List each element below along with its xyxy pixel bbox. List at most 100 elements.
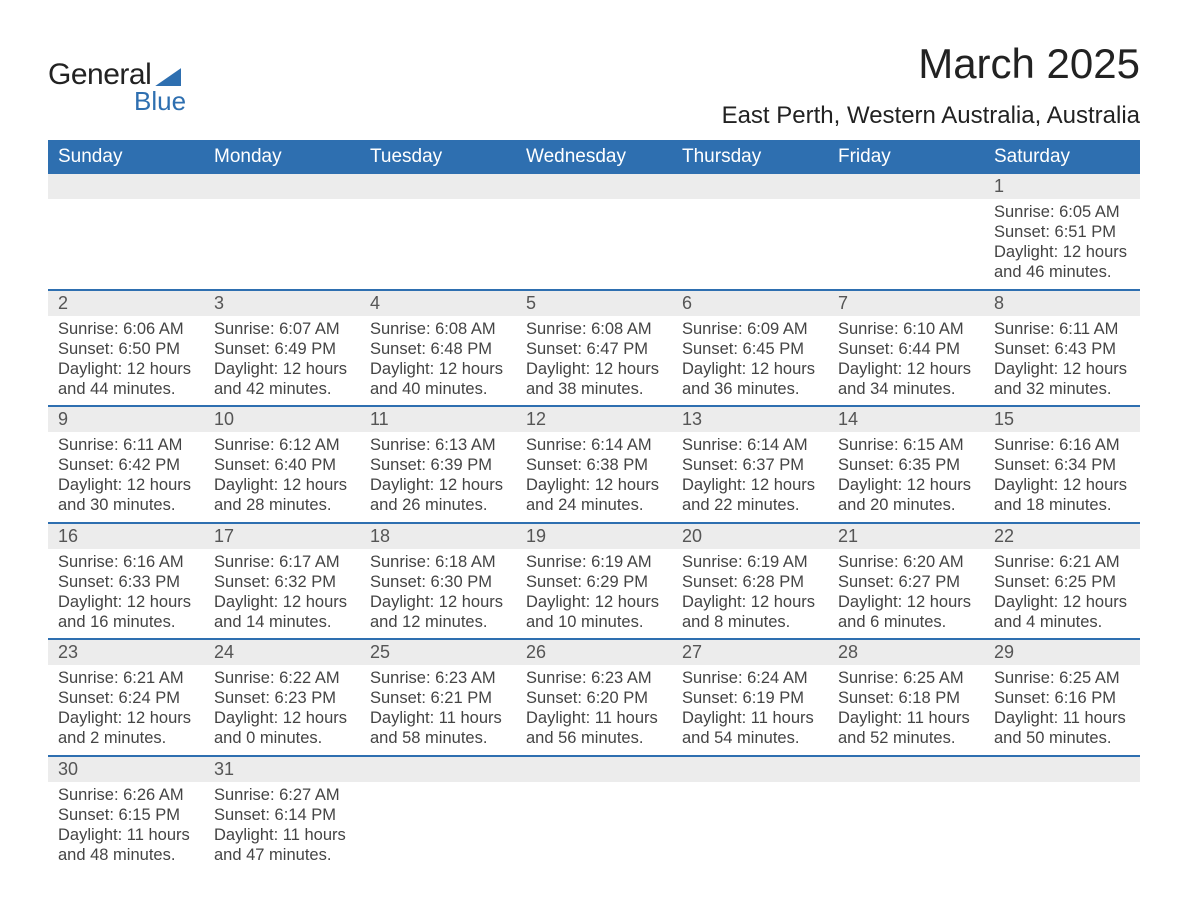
day-detail-cell xyxy=(828,199,984,290)
day-detail-cell xyxy=(48,199,204,290)
month-title: March 2025 xyxy=(722,40,1140,88)
day-number-cell: 7 xyxy=(828,290,984,316)
day-number-cell: 22 xyxy=(984,523,1140,549)
day-header-row: SundayMondayTuesdayWednesdayThursdayFrid… xyxy=(48,140,1140,174)
sunset-line: Sunset: 6:23 PM xyxy=(214,688,352,708)
sunrise-line: Sunrise: 6:11 AM xyxy=(994,319,1132,339)
day-detail-row: Sunrise: 6:26 AMSunset: 6:15 PMDaylight:… xyxy=(48,782,1140,872)
day-number-cell: 27 xyxy=(672,639,828,665)
day-number-row: 2345678 xyxy=(48,290,1140,316)
day-detail-row: Sunrise: 6:06 AMSunset: 6:50 PMDaylight:… xyxy=(48,316,1140,407)
day-detail-cell: Sunrise: 6:09 AMSunset: 6:45 PMDaylight:… xyxy=(672,316,828,407)
day-number-cell: 16 xyxy=(48,523,204,549)
sunrise-line: Sunrise: 6:27 AM xyxy=(214,785,352,805)
day-header: Thursday xyxy=(672,140,828,174)
day-header: Saturday xyxy=(984,140,1140,174)
day-detail-cell: Sunrise: 6:19 AMSunset: 6:29 PMDaylight:… xyxy=(516,549,672,640)
sunset-line: Sunset: 6:42 PM xyxy=(58,455,196,475)
title-block: March 2025 East Perth, Western Australia… xyxy=(722,40,1140,130)
sunrise-line: Sunrise: 6:23 AM xyxy=(370,668,508,688)
day-number-cell: 15 xyxy=(984,406,1140,432)
day-number-cell xyxy=(360,756,516,782)
day-detail-cell: Sunrise: 6:23 AMSunset: 6:21 PMDaylight:… xyxy=(360,665,516,756)
sunset-line: Sunset: 6:40 PM xyxy=(214,455,352,475)
daylight-line: Daylight: 12 hours and 28 minutes. xyxy=(214,475,352,515)
daylight-line: Daylight: 12 hours and 38 minutes. xyxy=(526,359,664,399)
day-detail-cell: Sunrise: 6:20 AMSunset: 6:27 PMDaylight:… xyxy=(828,549,984,640)
day-number-cell: 17 xyxy=(204,523,360,549)
sunrise-line: Sunrise: 6:07 AM xyxy=(214,319,352,339)
sunset-line: Sunset: 6:39 PM xyxy=(370,455,508,475)
sunrise-line: Sunrise: 6:21 AM xyxy=(58,668,196,688)
daylight-line: Daylight: 12 hours and 42 minutes. xyxy=(214,359,352,399)
sunrise-line: Sunrise: 6:16 AM xyxy=(994,435,1132,455)
day-header: Friday xyxy=(828,140,984,174)
sunset-line: Sunset: 6:21 PM xyxy=(370,688,508,708)
sunset-line: Sunset: 6:18 PM xyxy=(838,688,976,708)
sunset-line: Sunset: 6:43 PM xyxy=(994,339,1132,359)
day-number-cell xyxy=(516,756,672,782)
day-number-cell: 19 xyxy=(516,523,672,549)
logo: General Blue xyxy=(48,58,186,117)
day-detail-cell: Sunrise: 6:16 AMSunset: 6:33 PMDaylight:… xyxy=(48,549,204,640)
day-detail-cell: Sunrise: 6:06 AMSunset: 6:50 PMDaylight:… xyxy=(48,316,204,407)
day-detail-cell: Sunrise: 6:24 AMSunset: 6:19 PMDaylight:… xyxy=(672,665,828,756)
sunset-line: Sunset: 6:35 PM xyxy=(838,455,976,475)
day-number-cell: 23 xyxy=(48,639,204,665)
daylight-line: Daylight: 12 hours and 2 minutes. xyxy=(58,708,196,748)
day-number-cell xyxy=(360,174,516,199)
daylight-line: Daylight: 12 hours and 30 minutes. xyxy=(58,475,196,515)
day-number-cell: 3 xyxy=(204,290,360,316)
daylight-line: Daylight: 11 hours and 52 minutes. xyxy=(838,708,976,748)
day-number-row: 9101112131415 xyxy=(48,406,1140,432)
daylight-line: Daylight: 12 hours and 18 minutes. xyxy=(994,475,1132,515)
day-detail-cell xyxy=(828,782,984,872)
day-detail-cell: Sunrise: 6:25 AMSunset: 6:18 PMDaylight:… xyxy=(828,665,984,756)
sunrise-line: Sunrise: 6:26 AM xyxy=(58,785,196,805)
day-number-cell: 5 xyxy=(516,290,672,316)
day-detail-cell: Sunrise: 6:07 AMSunset: 6:49 PMDaylight:… xyxy=(204,316,360,407)
daylight-line: Daylight: 12 hours and 46 minutes. xyxy=(994,242,1132,282)
day-number-cell: 6 xyxy=(672,290,828,316)
sunrise-line: Sunrise: 6:05 AM xyxy=(994,202,1132,222)
day-number-cell: 26 xyxy=(516,639,672,665)
sunrise-line: Sunrise: 6:25 AM xyxy=(994,668,1132,688)
sunset-line: Sunset: 6:20 PM xyxy=(526,688,664,708)
sunrise-line: Sunrise: 6:14 AM xyxy=(682,435,820,455)
day-detail-cell: Sunrise: 6:22 AMSunset: 6:23 PMDaylight:… xyxy=(204,665,360,756)
daylight-line: Daylight: 12 hours and 44 minutes. xyxy=(58,359,196,399)
day-number-cell: 2 xyxy=(48,290,204,316)
day-number-cell: 21 xyxy=(828,523,984,549)
daylight-line: Daylight: 12 hours and 20 minutes. xyxy=(838,475,976,515)
day-header: Monday xyxy=(204,140,360,174)
sunrise-line: Sunrise: 6:06 AM xyxy=(58,319,196,339)
day-number-cell: 25 xyxy=(360,639,516,665)
day-detail-cell xyxy=(984,782,1140,872)
day-detail-cell xyxy=(516,782,672,872)
daylight-line: Daylight: 12 hours and 24 minutes. xyxy=(526,475,664,515)
daylight-line: Daylight: 11 hours and 58 minutes. xyxy=(370,708,508,748)
day-detail-cell: Sunrise: 6:08 AMSunset: 6:48 PMDaylight:… xyxy=(360,316,516,407)
sunrise-line: Sunrise: 6:16 AM xyxy=(58,552,196,572)
day-detail-row: Sunrise: 6:21 AMSunset: 6:24 PMDaylight:… xyxy=(48,665,1140,756)
sunrise-line: Sunrise: 6:19 AM xyxy=(682,552,820,572)
sunrise-line: Sunrise: 6:24 AM xyxy=(682,668,820,688)
day-number-cell: 24 xyxy=(204,639,360,665)
sunset-line: Sunset: 6:37 PM xyxy=(682,455,820,475)
day-number-cell: 11 xyxy=(360,406,516,432)
day-number-cell xyxy=(672,174,828,199)
day-number-row: 16171819202122 xyxy=(48,523,1140,549)
daylight-line: Daylight: 12 hours and 12 minutes. xyxy=(370,592,508,632)
day-detail-cell xyxy=(516,199,672,290)
day-number-row: 1 xyxy=(48,174,1140,199)
sunset-line: Sunset: 6:15 PM xyxy=(58,805,196,825)
sunset-line: Sunset: 6:19 PM xyxy=(682,688,820,708)
daylight-line: Daylight: 12 hours and 6 minutes. xyxy=(838,592,976,632)
day-header: Wednesday xyxy=(516,140,672,174)
daylight-line: Daylight: 12 hours and 16 minutes. xyxy=(58,592,196,632)
sunset-line: Sunset: 6:38 PM xyxy=(526,455,664,475)
daylight-line: Daylight: 12 hours and 22 minutes. xyxy=(682,475,820,515)
day-detail-cell: Sunrise: 6:13 AMSunset: 6:39 PMDaylight:… xyxy=(360,432,516,523)
daylight-line: Daylight: 11 hours and 50 minutes. xyxy=(994,708,1132,748)
day-detail-cell xyxy=(360,199,516,290)
